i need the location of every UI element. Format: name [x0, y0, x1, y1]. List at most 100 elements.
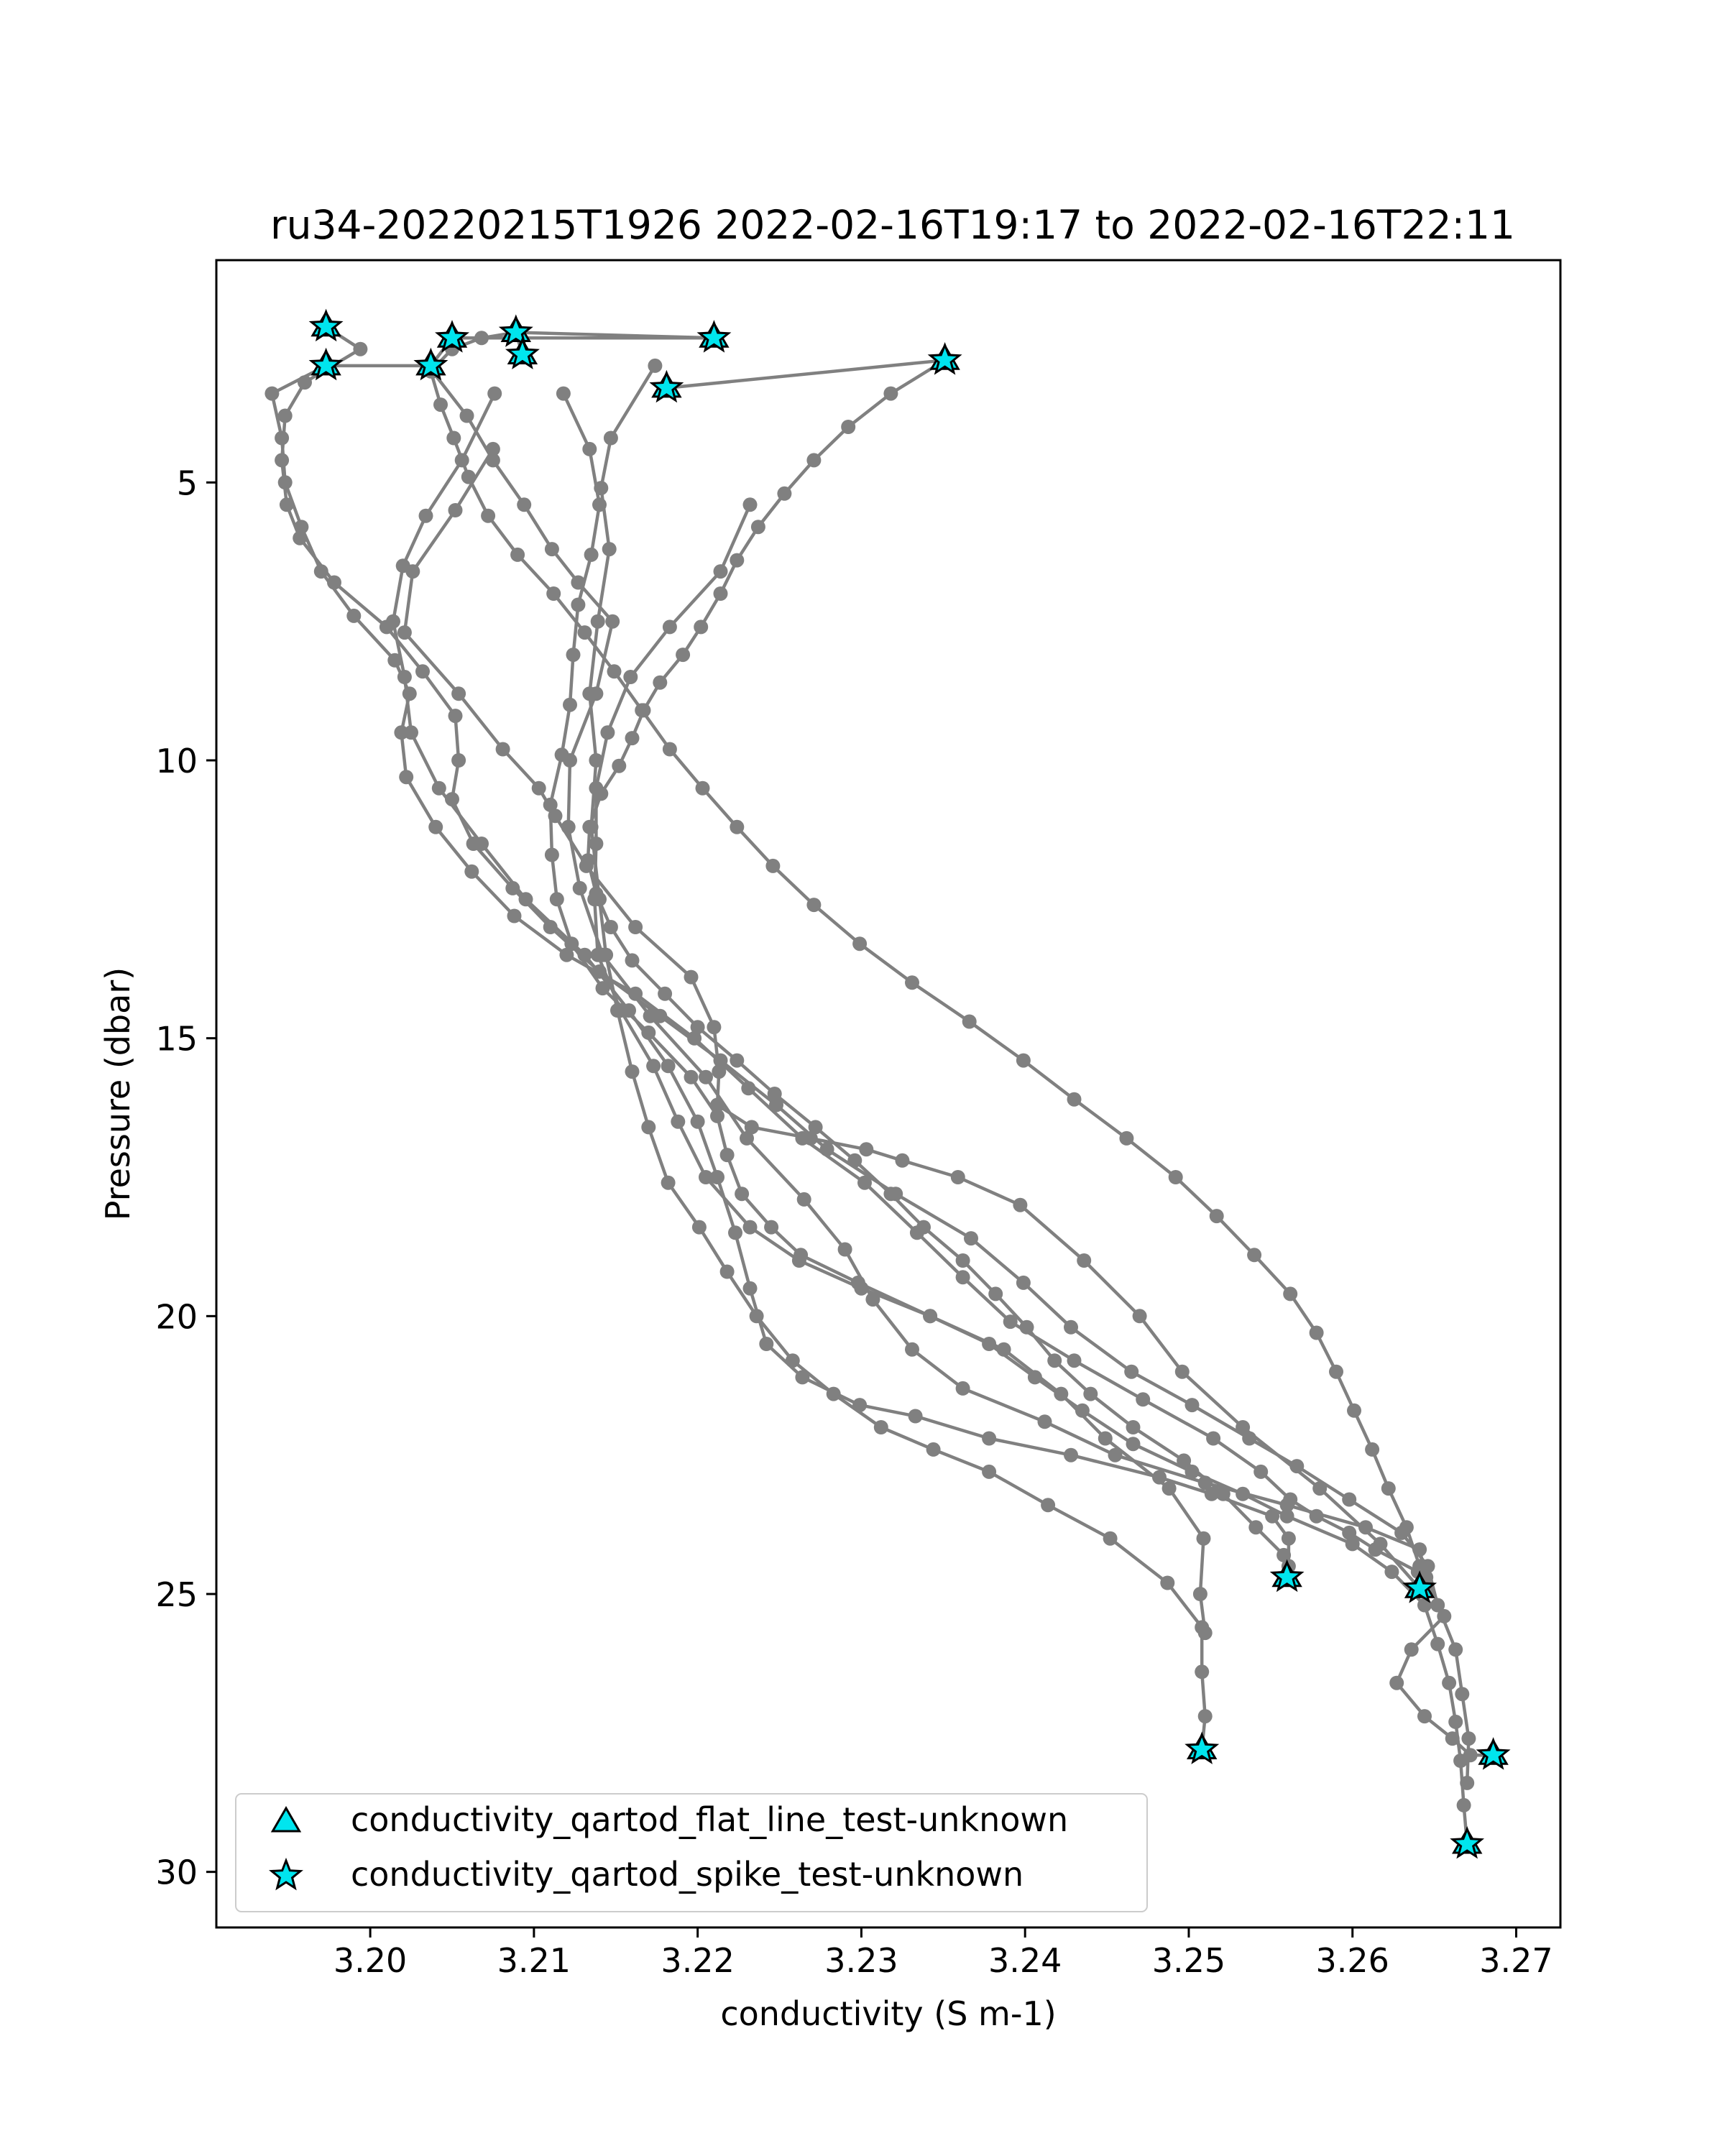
profile-point — [1103, 1531, 1118, 1546]
profile-point — [1276, 1547, 1292, 1562]
profile-point — [662, 619, 677, 635]
profile-point — [605, 614, 620, 629]
profile-point — [1430, 1636, 1445, 1651]
profile-point — [379, 619, 394, 635]
plot-area — [264, 308, 1511, 1859]
profile-point — [819, 1142, 834, 1157]
profile-point — [1247, 1248, 1262, 1263]
profile-point — [445, 792, 459, 807]
spike-marker — [498, 314, 533, 347]
profile-point — [592, 497, 607, 512]
profile-point — [806, 898, 822, 913]
profile-point — [962, 1014, 977, 1029]
spike-marker — [1402, 1570, 1438, 1603]
profile-point — [865, 1292, 880, 1307]
profile-point — [1192, 1587, 1208, 1601]
x-tick-label: 3.23 — [824, 1941, 898, 1980]
profile-point — [841, 420, 856, 434]
profile-point — [418, 508, 433, 523]
profile-point — [1453, 1754, 1468, 1768]
profile-point — [1108, 1447, 1123, 1462]
profile-point — [1196, 1531, 1211, 1546]
profile-point — [676, 648, 691, 663]
profile-point — [1417, 1598, 1432, 1613]
profile-point — [662, 742, 677, 757]
profile-point — [625, 1064, 640, 1079]
profile-point — [777, 486, 792, 501]
profile-point — [602, 542, 617, 557]
profile-point — [950, 1170, 965, 1184]
profile-point — [495, 742, 510, 757]
profile-point — [795, 1370, 810, 1385]
profile-point — [582, 441, 597, 456]
profile-point — [982, 1431, 997, 1446]
spike-marker — [505, 336, 540, 369]
spike-marker — [1269, 1559, 1305, 1593]
profile-point — [1136, 1392, 1151, 1407]
profile-point — [923, 1309, 938, 1324]
profile-point — [293, 530, 308, 545]
profile-point — [1381, 1481, 1396, 1496]
profile-point — [750, 520, 765, 535]
legend-star-symbol — [269, 1857, 303, 1891]
profile-point — [584, 547, 599, 562]
y-tick-label: 25 — [155, 1575, 198, 1614]
spike-marker — [696, 320, 732, 353]
profile-point — [446, 430, 461, 446]
spike-marker — [1450, 1825, 1485, 1859]
profile-point — [742, 1281, 758, 1296]
profile-point — [1384, 1565, 1399, 1580]
profile-point — [544, 847, 559, 862]
profile-point — [543, 920, 558, 934]
legend-box — [235, 1793, 1148, 1912]
profile-point — [764, 1220, 779, 1235]
profile-point — [474, 331, 489, 346]
profile-point — [730, 1053, 745, 1068]
profile-point — [926, 1442, 941, 1457]
profile-point — [607, 664, 622, 679]
profile-point — [590, 614, 605, 629]
profile-point — [572, 880, 587, 895]
profile-point — [1265, 1508, 1280, 1524]
profile-point — [641, 1025, 656, 1040]
profile-point — [1417, 1709, 1432, 1724]
spike-marker — [1476, 1737, 1511, 1770]
profile-point — [464, 864, 479, 879]
profile-point — [1064, 1447, 1078, 1462]
profile-point — [1067, 1092, 1082, 1107]
profile-point — [415, 664, 430, 679]
profile-point — [625, 953, 640, 968]
profile-point — [1016, 1053, 1031, 1068]
profile-point — [461, 469, 476, 484]
x-tick-label: 3.27 — [1479, 1941, 1552, 1980]
profile-point — [571, 597, 586, 612]
profile-point — [451, 686, 466, 701]
profile-point — [554, 747, 569, 763]
x-tick-label: 3.20 — [334, 1941, 407, 1980]
profile-point — [448, 503, 463, 517]
profile-point — [710, 1108, 724, 1123]
profile-point — [1160, 1575, 1175, 1590]
profile-point — [1309, 1508, 1324, 1524]
profile-point — [795, 1130, 810, 1146]
profile-point — [895, 1153, 910, 1168]
profile-point — [1184, 1464, 1200, 1479]
profile-point — [873, 1420, 888, 1434]
profile-point — [905, 1342, 919, 1357]
profile-point — [275, 430, 290, 446]
profile-line — [431, 370, 1494, 1757]
profile-point — [298, 375, 312, 390]
profile-point — [635, 703, 650, 718]
profile-point — [481, 508, 496, 523]
profile-point — [955, 1253, 970, 1268]
profile-point — [1037, 1414, 1052, 1429]
spike-marker — [927, 342, 962, 375]
profile-point — [1345, 1537, 1360, 1552]
profile-point — [728, 1225, 742, 1240]
profile-point — [982, 1337, 997, 1351]
profile-point — [623, 670, 638, 684]
x-tick-label: 3.21 — [497, 1941, 571, 1980]
profile-point — [1254, 1464, 1269, 1479]
profile-point — [859, 1142, 874, 1157]
